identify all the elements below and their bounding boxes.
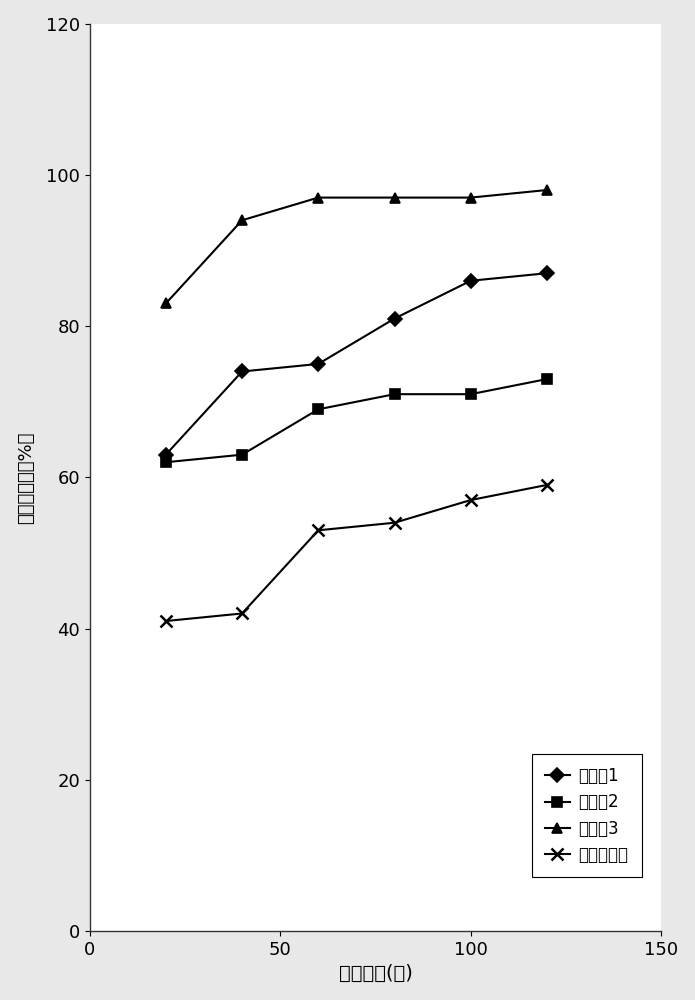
实施例1 [543, 267, 551, 279]
实施例1 [238, 365, 246, 377]
Line: 实施例1: 实施例1 [161, 268, 552, 460]
市售某品牌 [314, 524, 322, 536]
市售某品牌 [238, 607, 246, 619]
实施例2 [162, 456, 170, 468]
实施例3 [543, 184, 551, 196]
市售某品牌 [466, 494, 475, 506]
Y-axis label: 沉淠稳定率（%）: 沉淠稳定率（%） [17, 431, 35, 524]
实施例1 [314, 358, 322, 370]
实施例1 [391, 313, 399, 325]
实施例2 [238, 449, 246, 461]
实施例3 [162, 297, 170, 309]
实施例1 [162, 449, 170, 461]
实施例2 [466, 388, 475, 400]
X-axis label: 处理时间(月): 处理时间(月) [338, 964, 412, 983]
Line: 实施例2: 实施例2 [161, 374, 552, 467]
实施例3 [466, 192, 475, 204]
Line: 实施例3: 实施例3 [161, 185, 552, 308]
Legend: 实施例1, 实施例2, 实施例3, 市售某品牌: 实施例1, 实施例2, 实施例3, 市售某品牌 [532, 754, 641, 877]
实施例3 [391, 192, 399, 204]
实施例3 [314, 192, 322, 204]
实施例3 [238, 214, 246, 226]
市售某品牌 [391, 517, 399, 529]
实施例2 [391, 388, 399, 400]
实施例1 [466, 275, 475, 287]
市售某品牌 [162, 615, 170, 627]
Line: 市售某品牌: 市售某品牌 [160, 479, 553, 627]
实施例2 [543, 373, 551, 385]
实施例2 [314, 403, 322, 415]
市售某品牌 [543, 479, 551, 491]
